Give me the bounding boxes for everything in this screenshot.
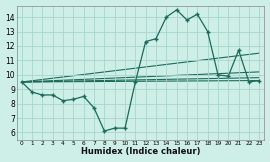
X-axis label: Humidex (Indice chaleur): Humidex (Indice chaleur) — [81, 147, 200, 156]
